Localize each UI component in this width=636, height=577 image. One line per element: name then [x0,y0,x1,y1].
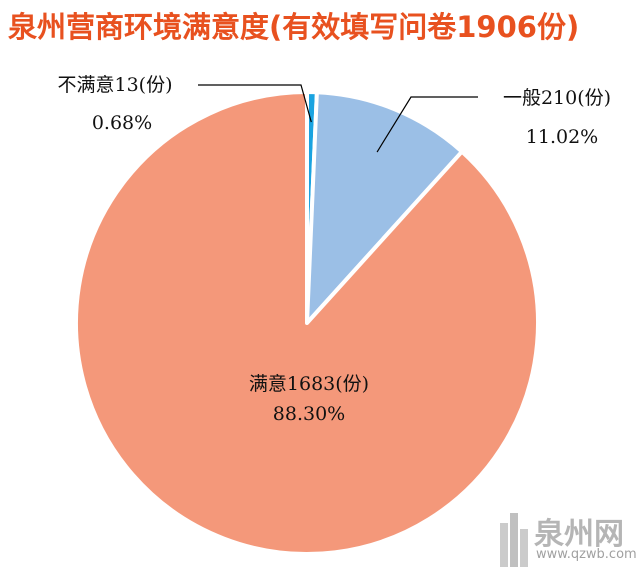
slice-percent-general: 11.02% [526,126,598,148]
leader-lines [198,84,478,153]
slice-label-general: 一般210(份) [503,87,611,109]
slice-label-unsatisfied: 不满意13(份) [57,74,172,96]
leader-line-general [376,96,478,153]
pie-slices [74,90,540,556]
pie-slice-1 [305,90,464,325]
pie-slice-2 [74,90,540,556]
leader-line-unsatisfied [198,84,312,123]
slice-labels: 不满意13(份) 0.68% 一般210(份) 11.02% 满意1683(份) 88.3… [57,74,611,425]
watermark-url: www.qzwb.com [536,547,636,562]
building-icon [500,513,528,567]
slice-percent-unsatisfied: 0.68% [92,112,152,134]
slice-percent-satisfied: 88.30% [273,403,345,425]
chart-title: 泉州营商环境满意度(有效填写问卷1906份) [8,10,580,44]
watermark-text: 泉州网 [534,517,624,552]
slice-label-satisfied: 满意1683(份) [249,373,369,395]
site-watermark-logo: 泉州网 www.qzwb.com [496,509,636,571]
